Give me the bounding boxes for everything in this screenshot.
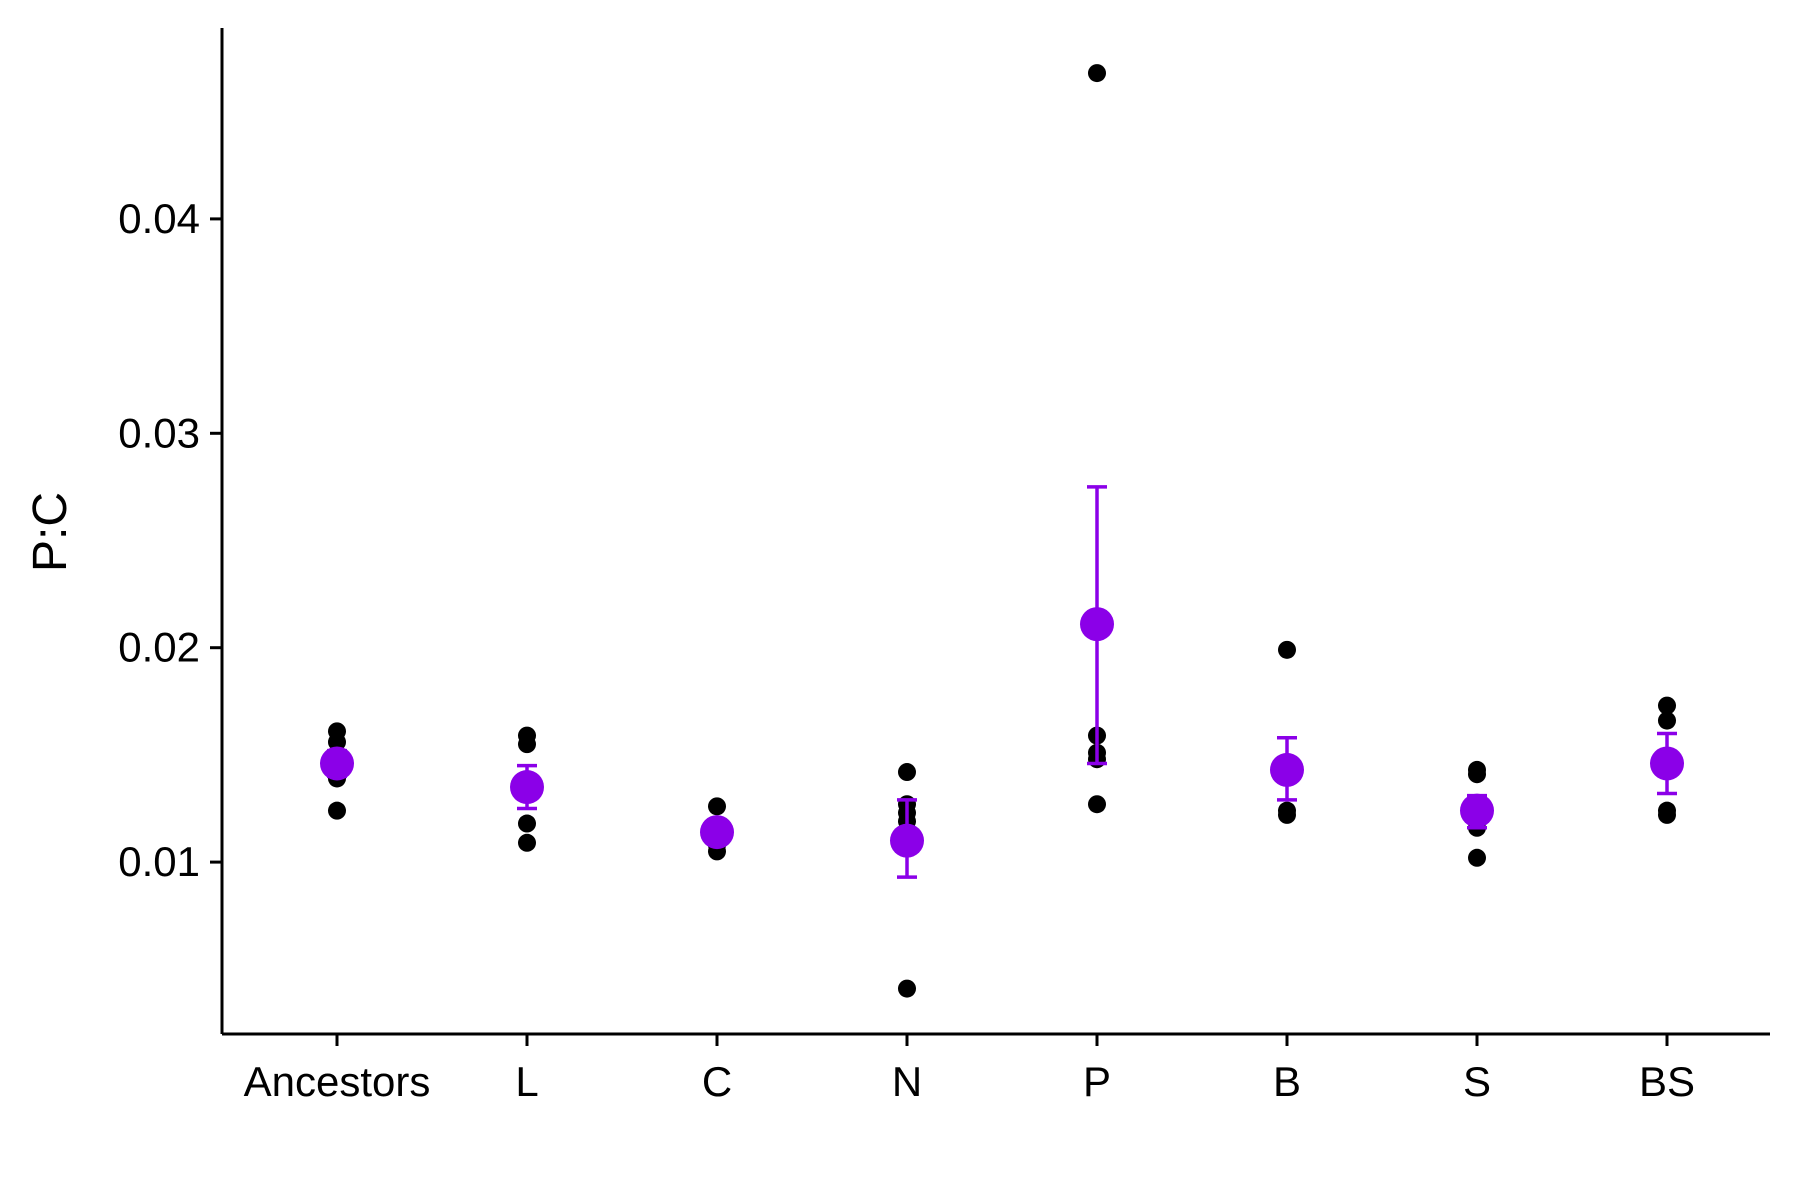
x-tick-label: BS	[1639, 1058, 1695, 1105]
mean-point	[1080, 607, 1114, 642]
data-point	[1278, 805, 1296, 824]
data-point	[1658, 711, 1676, 730]
data-point	[1658, 805, 1676, 824]
y-tick-label: 0.01	[118, 838, 200, 885]
data-point	[1278, 640, 1296, 659]
mean-point	[1270, 752, 1304, 787]
data-point	[898, 763, 916, 782]
y-tick-label: 0.04	[118, 195, 200, 242]
mean-point	[700, 815, 734, 850]
y-tick-label: 0.03	[118, 409, 200, 456]
y-tick-label: 0.02	[118, 624, 200, 671]
mean-markers	[320, 485, 1684, 879]
data-point	[518, 833, 536, 852]
data-point	[1468, 765, 1486, 784]
x-tick-label: C	[702, 1058, 732, 1105]
mean-point	[510, 770, 544, 805]
plot-area	[320, 64, 1684, 998]
mean-point	[320, 746, 354, 781]
data-point	[708, 797, 726, 816]
x-tick-label: S	[1463, 1058, 1491, 1105]
mean-point	[890, 823, 924, 858]
x-tick-label: B	[1273, 1058, 1301, 1105]
mean-point	[1650, 746, 1684, 781]
data-point	[518, 735, 536, 754]
data-point	[328, 733, 346, 752]
mean-point	[1460, 793, 1494, 828]
y-axis-title: P:C	[24, 492, 77, 572]
x-tick-label: N	[892, 1058, 922, 1105]
replicate-points	[328, 64, 1676, 998]
data-point	[1088, 795, 1106, 814]
data-point	[518, 814, 536, 833]
data-point	[1088, 64, 1106, 83]
x-axis-ticks: Ancestors L C N P B S BS	[244, 1034, 1695, 1105]
x-tick-label: P	[1083, 1058, 1111, 1105]
data-point	[328, 801, 346, 820]
y-axis-ticks: 0.01 0.02 0.03 0.04	[118, 195, 222, 885]
data-point	[1658, 696, 1676, 715]
data-point	[1468, 848, 1486, 867]
x-tick-label: Ancestors	[244, 1058, 431, 1105]
x-tick-label: L	[515, 1058, 538, 1105]
data-point	[898, 979, 916, 998]
